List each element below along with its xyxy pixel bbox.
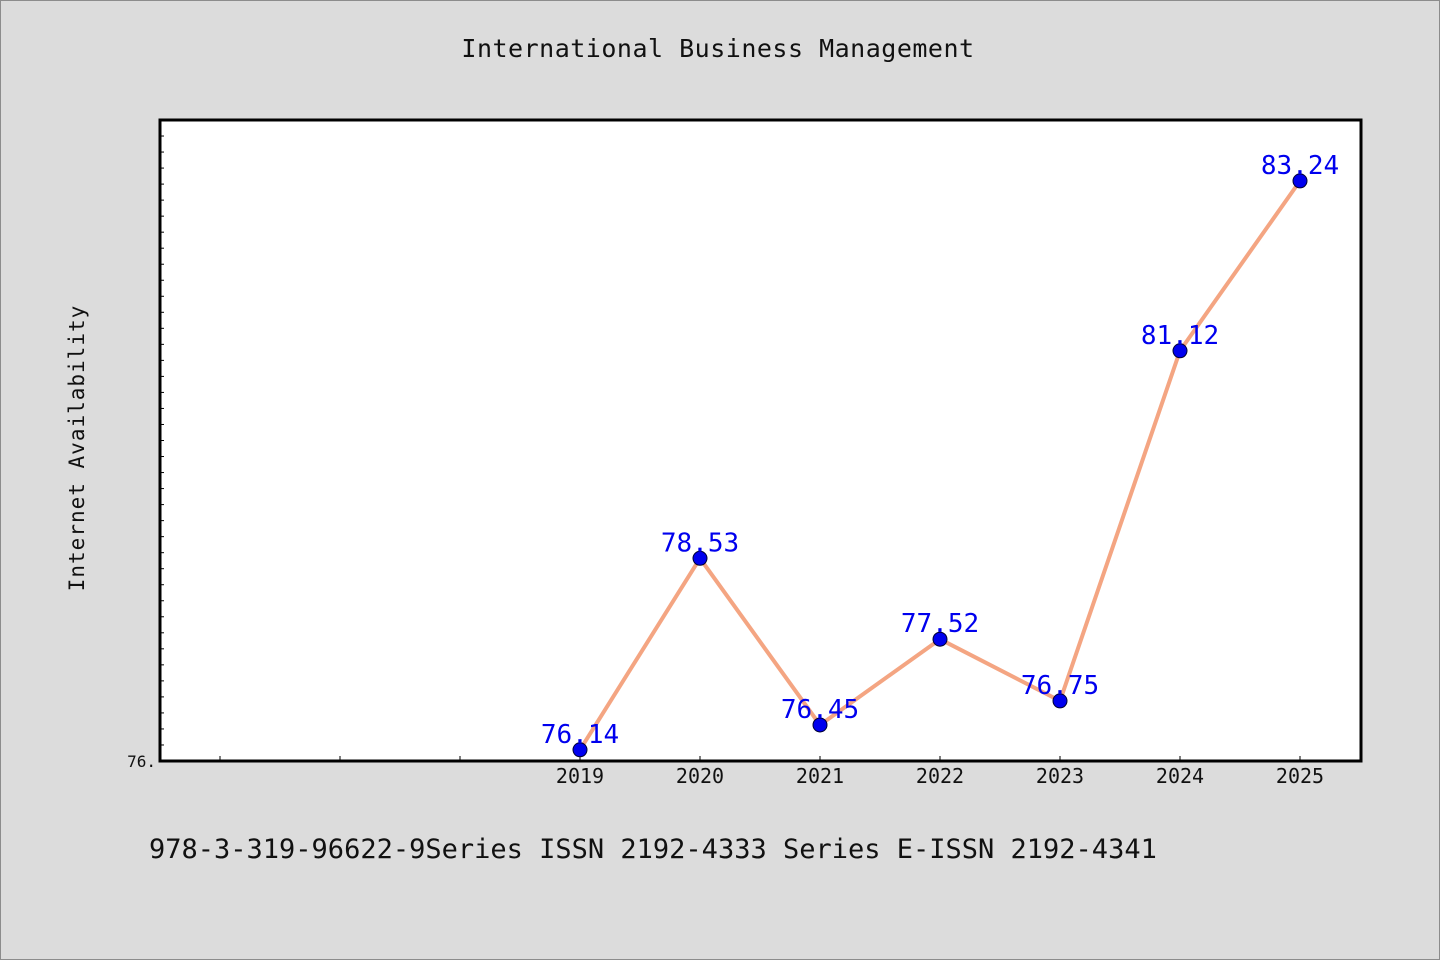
data-point-2019	[572, 742, 588, 758]
data-label-2023: 76.75	[1021, 671, 1099, 701]
x-tick-label-2020: 2020	[676, 764, 724, 788]
data-label-layer: 76.14 78.53 76.45 77.52 76.75 81.12 83.24	[541, 151, 1339, 750]
data-label-2020: 78.53	[661, 528, 739, 558]
data-point-2021	[812, 717, 828, 733]
data-label-2022: 77.52	[901, 609, 979, 639]
x-tick-label-2021: 2021	[796, 764, 844, 788]
data-point-2025	[1292, 173, 1308, 189]
footer-text: 978-3-319-96622-9Series ISSN 2192-4333 S…	[149, 834, 1157, 865]
data-point-2023	[1052, 693, 1068, 709]
plot-area	[158, 118, 1363, 763]
data-point-2022	[932, 631, 948, 647]
x-tick-label-2022: 2022	[916, 764, 964, 788]
data-label-2025: 83.24	[1261, 151, 1339, 181]
data-label-2019: 76.14	[541, 720, 619, 750]
data-label-2024: 81.12	[1141, 321, 1219, 351]
data-point-2020	[692, 550, 708, 566]
data-point-2024	[1172, 343, 1188, 359]
marker-layer	[572, 173, 1308, 758]
x-tick-label-2019: 2019	[556, 764, 604, 788]
x-tick-label-2025: 2025	[1276, 764, 1324, 788]
x-tick-label-2024: 2024	[1156, 764, 1204, 788]
x-tick-label-2023: 2023	[1036, 764, 1084, 788]
chart-title: International Business Management	[461, 34, 975, 63]
y-tick-label: 76.	[127, 752, 156, 771]
data-label-2021: 76.45	[781, 695, 859, 725]
tick-marks: 2019 2020 2021 2022 2023 2024 2025 76.	[127, 119, 1324, 788]
